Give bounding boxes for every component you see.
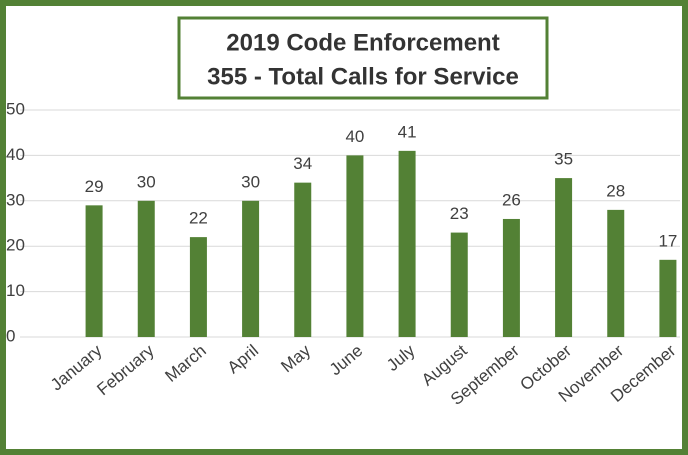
data-label: 30 — [137, 172, 156, 191]
data-label: 40 — [345, 127, 364, 146]
bar — [242, 200, 260, 337]
bar — [398, 150, 416, 337]
bar — [189, 237, 207, 337]
bar — [659, 259, 677, 337]
data-label: 23 — [450, 204, 469, 223]
bar — [555, 178, 573, 337]
bar — [450, 232, 468, 337]
data-label: 34 — [293, 154, 312, 173]
bar — [137, 200, 155, 337]
y-tick-label: 40 — [6, 145, 25, 164]
data-label: 29 — [85, 177, 104, 196]
data-label: 28 — [606, 181, 625, 200]
data-label: 22 — [189, 209, 208, 228]
data-label: 17 — [658, 231, 677, 250]
bar — [502, 218, 520, 337]
y-tick-label: 50 — [6, 99, 25, 118]
chart-title: 2019 Code Enforcement — [226, 29, 499, 56]
y-tick-label: 30 — [6, 190, 25, 209]
bar — [607, 209, 625, 337]
y-tick-label: 10 — [6, 281, 25, 300]
bar — [85, 205, 103, 337]
data-label: 30 — [241, 172, 260, 191]
y-tick-label: 20 — [6, 236, 25, 255]
data-label: 41 — [398, 122, 417, 141]
data-label: 35 — [554, 150, 573, 169]
bar — [346, 155, 364, 337]
bar — [294, 182, 312, 337]
y-tick-label: 0 — [6, 326, 15, 345]
title-box — [177, 16, 549, 100]
data-label: 26 — [502, 190, 521, 209]
chart-subtitle: 355 - Total Calls for Service — [207, 63, 519, 90]
